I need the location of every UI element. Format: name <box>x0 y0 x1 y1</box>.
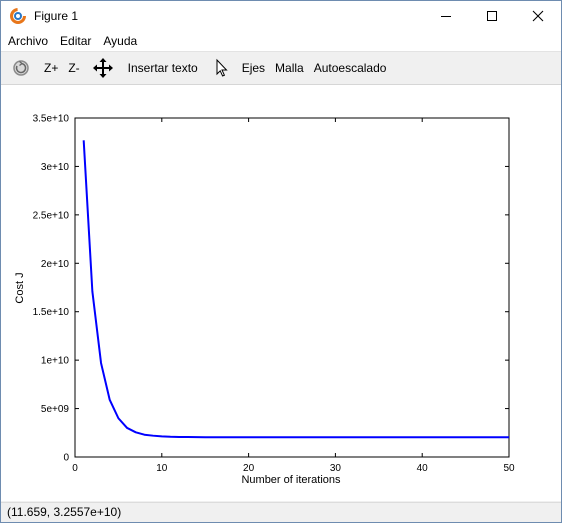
figure-canvas[interactable]: 0 10 20 30 40 50 0 5e+09 1e+10 1.5e+10 2e+10 2.5e+1… <box>1 85 561 501</box>
plot-frame <box>74 117 510 458</box>
y-tick-label: 1.5e+10 <box>33 307 70 318</box>
zoom-in-button[interactable]: Z+ <box>44 61 59 75</box>
menu-editar[interactable]: Editar <box>60 34 92 48</box>
menu-ayuda[interactable]: Ayuda <box>103 34 138 48</box>
maximize-button[interactable] <box>469 1 515 31</box>
close-button[interactable] <box>515 1 561 31</box>
y-tick-label: 2e+10 <box>41 259 70 270</box>
rotate-button[interactable] <box>6 56 36 80</box>
status-bar: (11.659, 3.2557e+10) <box>1 502 561 522</box>
y-tick-label: 3.5e+10 <box>33 114 70 125</box>
cost-plot[interactable]: 0 10 20 30 40 50 0 5e+09 1e+10 1.5e+10 2e+10 2.5e+1… <box>1 85 561 501</box>
menu-bar: Archivo Editar Ayuda <box>1 31 561 51</box>
cost-series-line <box>82 140 509 439</box>
select-button[interactable] <box>206 56 236 80</box>
y-tick-label: 5e+09 <box>41 404 70 415</box>
octave-app-icon <box>10 8 26 24</box>
axes-button[interactable]: Ejes <box>241 61 266 75</box>
zoom-out-button[interactable]: Z- <box>68 61 80 75</box>
y-tick-label: 2.5e+10 <box>33 210 70 221</box>
x-tick-label: 40 <box>417 463 429 474</box>
menu-archivo[interactable]: Archivo <box>8 34 49 48</box>
x-axis-label: Number of iterations <box>241 474 341 486</box>
pan-button[interactable] <box>88 56 118 80</box>
y-tick-label: 3e+10 <box>41 162 70 173</box>
x-tick-label: 50 <box>503 463 515 474</box>
cursor-coordinates: (11.659, 3.2557e+10) <box>7 505 122 519</box>
close-icon <box>532 10 544 22</box>
insert-text-button[interactable]: Insertar texto <box>127 61 198 75</box>
rotate-icon <box>13 60 29 76</box>
y-tick-label: 1e+10 <box>41 356 70 367</box>
window-title: Figure 1 <box>34 9 79 23</box>
y-axis-label: Cost J <box>14 272 26 303</box>
cursor-arrow-icon <box>216 58 228 77</box>
y-tick-label: 0 <box>63 453 69 464</box>
x-tick-label: 10 <box>156 463 168 474</box>
autoscale-button[interactable]: Autoescalado <box>313 61 387 75</box>
maximize-icon <box>487 11 497 21</box>
pan-arrows-icon <box>92 58 113 78</box>
minimize-icon <box>441 16 451 17</box>
window-controls <box>423 1 561 31</box>
x-tick-label: 20 <box>243 463 255 474</box>
title-bar[interactable]: Figure 1 <box>1 1 561 31</box>
x-tick-label: 0 <box>72 463 78 474</box>
grid-button[interactable]: Malla <box>275 61 304 75</box>
figure-toolbar: Z+ Z- Insertar texto Ejes Malla Autoesca… <box>1 51 561 85</box>
x-tick-label: 30 <box>330 463 342 474</box>
minimize-button[interactable] <box>423 1 469 31</box>
